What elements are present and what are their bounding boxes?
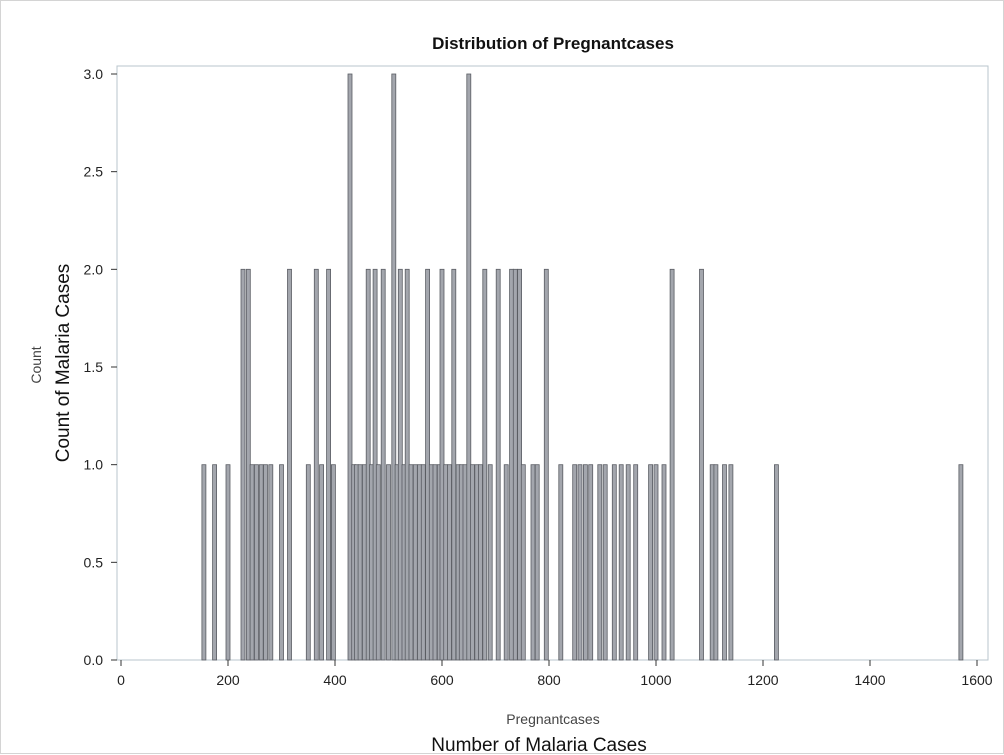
bar-54	[495, 268, 501, 661]
x-axis: 0 200 400 600 800 1000 1200 1400 1600	[117, 660, 993, 688]
bar-4	[245, 268, 251, 661]
bar-78	[699, 268, 704, 661]
bar-10	[279, 464, 284, 661]
bar-17	[347, 73, 353, 661]
y-axis-label: Count	[28, 346, 44, 383]
bar-14	[319, 464, 325, 661]
y-tick-label-4: 2.0	[84, 261, 104, 277]
y-tick-label-5: 2.5	[84, 164, 104, 180]
y-tick-label-0: 0.0	[84, 652, 104, 668]
bar-28	[391, 73, 397, 661]
bar-82	[728, 464, 734, 661]
bar-60	[530, 464, 536, 661]
bar-53	[487, 464, 493, 661]
bar-3	[240, 268, 246, 661]
y-tick-label-1: 0.5	[84, 554, 104, 570]
bar-33	[408, 464, 414, 661]
bar-61	[534, 464, 540, 661]
bar-62	[543, 268, 549, 661]
bar-15	[326, 268, 332, 661]
bar-1	[212, 464, 218, 661]
bar-9	[268, 464, 274, 661]
bar-80	[713, 464, 719, 661]
bar-11	[287, 268, 292, 661]
bar-16	[330, 464, 336, 661]
x-tick-label-8: 1600	[961, 672, 992, 688]
bar-39	[432, 464, 438, 661]
bar-52	[482, 268, 488, 661]
chart-title: Distribution of Pregnantcases	[432, 34, 674, 53]
bar-57	[512, 268, 518, 661]
bar-34	[412, 464, 418, 661]
y-tick-label-3: 1.5	[84, 359, 104, 375]
x-tick-label-5: 1000	[640, 672, 671, 688]
x-axis-label: Pregnantcases	[506, 711, 599, 727]
x-tick-label-3: 600	[430, 672, 454, 688]
x-tick-label-1: 200	[216, 672, 240, 688]
bar-26	[380, 268, 386, 661]
bar-43	[447, 464, 452, 661]
bar-73	[633, 464, 639, 661]
bar-81	[722, 464, 727, 661]
bar-64	[572, 464, 578, 661]
bar-68	[597, 464, 603, 661]
bar-59	[520, 464, 526, 661]
bar-72	[625, 464, 631, 661]
bar-7	[258, 464, 264, 661]
bar-84	[958, 464, 964, 661]
bar-8	[263, 464, 268, 661]
bar-27	[386, 464, 391, 661]
bar-51	[478, 464, 483, 661]
y-tick-label-6: 3.0	[84, 66, 104, 82]
bar-48	[466, 73, 472, 661]
bar-2	[225, 464, 231, 661]
bars-group	[201, 73, 964, 661]
bar-66	[583, 464, 588, 661]
bar-25	[375, 464, 381, 661]
bar-76	[661, 464, 667, 661]
bar-0	[201, 464, 207, 661]
bar-55	[503, 464, 509, 661]
bar-63	[558, 464, 564, 661]
x-tick-label-2: 400	[323, 672, 347, 688]
bar-71	[618, 464, 624, 661]
bar-13	[313, 268, 319, 661]
bar-20	[357, 464, 363, 661]
y-axis-overlay-label: Count of Malaria Cases	[53, 264, 74, 463]
y-tick-label-2: 1.0	[84, 457, 104, 473]
bar-36	[420, 464, 426, 661]
y-axis: 0.0 0.5 1.0 1.5 2.0 2.5 3.0	[84, 66, 117, 668]
bar-6	[253, 464, 259, 661]
bar-83	[774, 464, 779, 661]
bar-75	[653, 464, 659, 661]
bar-12	[305, 464, 311, 661]
bar-77	[669, 268, 675, 661]
x-tick-label-6: 1200	[747, 672, 778, 688]
bar-69	[602, 464, 608, 661]
x-tick-label-4: 800	[537, 672, 561, 688]
bar-5	[249, 464, 255, 661]
bar-65	[577, 464, 583, 661]
bar-70	[611, 464, 617, 661]
bar-21	[361, 464, 367, 661]
x-axis-overlay-label: Number of Malaria Cases	[431, 735, 646, 755]
bar-67	[588, 464, 594, 661]
bar-44	[451, 268, 457, 661]
x-tick-label-7: 1400	[854, 672, 885, 688]
x-tick-label-0: 0	[117, 672, 125, 688]
bar-49	[470, 464, 475, 661]
bar-74	[648, 464, 653, 661]
